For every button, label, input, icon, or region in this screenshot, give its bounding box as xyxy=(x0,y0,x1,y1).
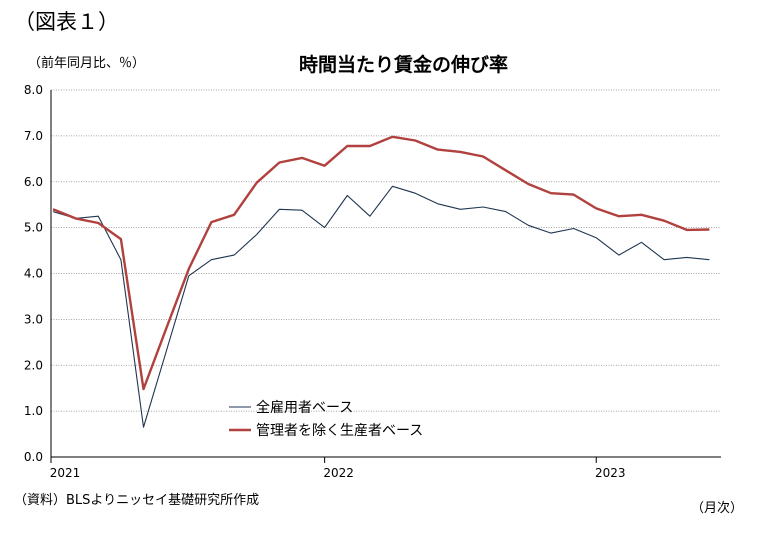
source-note: （資料）BLSよりニッセイ基礎研究所作成 xyxy=(14,493,260,508)
x-tick-label: 2021 xyxy=(50,466,81,480)
y-tick-label: 3.0 xyxy=(24,312,43,326)
chart-title: 時間当たり賃金の伸び率 xyxy=(298,54,508,76)
x-tick-label: 2022 xyxy=(323,466,354,480)
y-tick-label: 4.0 xyxy=(24,267,43,281)
legend-label: 全雇用者ベース xyxy=(256,399,353,416)
y-tick-label: 7.0 xyxy=(24,129,43,143)
y-tick-label: 1.0 xyxy=(24,404,43,418)
y-tick-label: 8.0 xyxy=(24,83,43,97)
legend-label: 管理者を除く生産者ベース xyxy=(256,423,423,439)
series-line-production-workers xyxy=(52,135,710,391)
y-tick-label: 0.0 xyxy=(24,450,43,464)
y-axis-unit-label: （前年同月比、％） xyxy=(28,56,146,71)
series-line-all-employees xyxy=(52,185,710,428)
x-axis-unit-label: （月次） xyxy=(690,501,743,516)
y-tick-label: 2.0 xyxy=(24,358,43,372)
figure-label: （図表１） xyxy=(14,10,119,34)
y-tick-label: 6.0 xyxy=(24,175,43,189)
y-tick-label: 5.0 xyxy=(24,221,43,235)
x-tick-label: 2023 xyxy=(595,466,626,480)
